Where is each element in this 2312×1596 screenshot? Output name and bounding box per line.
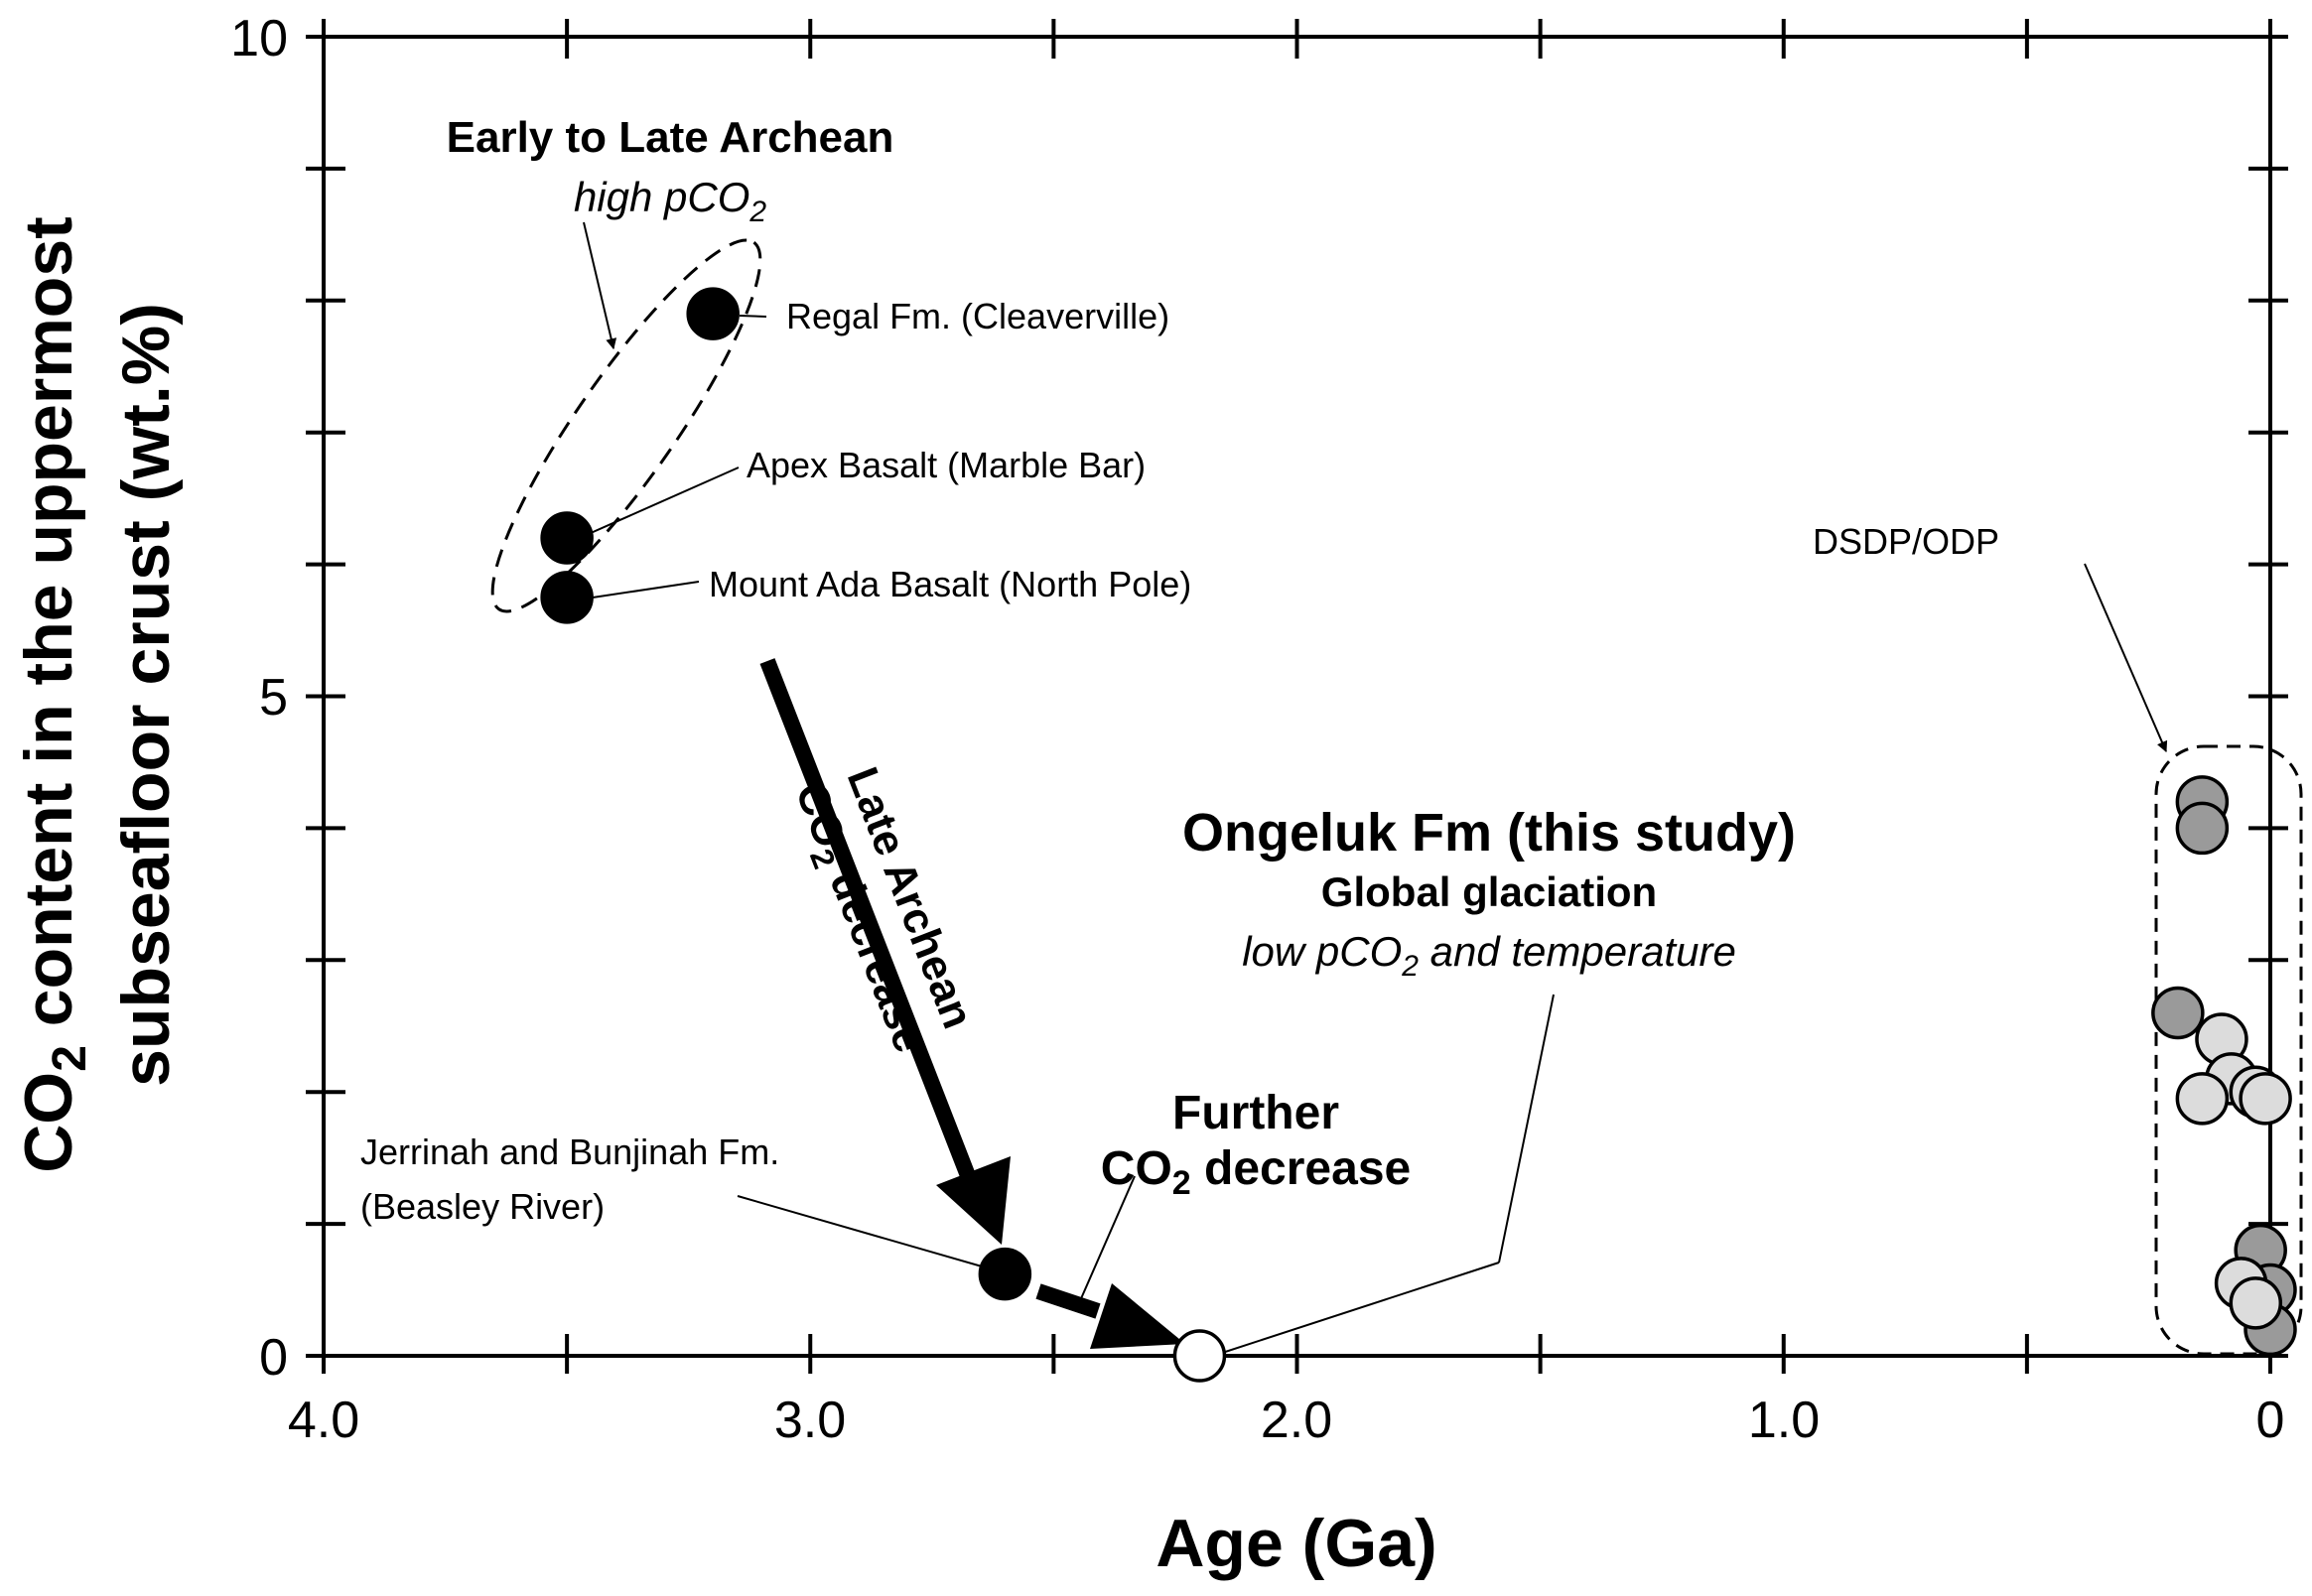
data-points (540, 287, 2297, 1383)
ongeluk-title: Ongeluk Fm (this study) (1182, 803, 1796, 863)
data-point (2229, 1276, 2283, 1330)
annotations: Early to Late Archean high pCO2 Regal Fm… (360, 113, 1999, 1227)
further-decrease-arrowhead (1090, 1283, 1185, 1349)
regal-label: Regal Fm. (Cleaverville) (786, 296, 1169, 336)
x-tick-label: 1.0 (1748, 1392, 1820, 1449)
jerrinah-label-line2: (Beasley River) (360, 1186, 605, 1227)
archean-subtitle: high pCO2 (574, 174, 766, 228)
x-tick-labels: 4.0 3.0 2.0 1.0 0 (288, 1392, 2285, 1449)
x-tick-label: 3.0 (774, 1392, 846, 1449)
data-point (978, 1247, 1032, 1301)
ongeluk-conditions: low pCO2 and temperature (1242, 928, 1736, 983)
jerrinah-label-line1: Jerrinah and Bunjinah Fm. (360, 1131, 779, 1172)
data-point (2175, 801, 2230, 856)
trend-arrows (759, 658, 1185, 1349)
y-tick-label: 0 (259, 1329, 288, 1387)
further-decrease-line1: Further (1172, 1087, 1339, 1139)
data-point (2175, 1072, 2230, 1126)
dsdp-odp-outline (2154, 744, 2303, 1356)
x-tick-label: 2.0 (1261, 1392, 1332, 1449)
ongeluk-glaciation: Global glaciation (1321, 868, 1657, 915)
dsdp-odp-label: DSDP/ODP (1813, 521, 1999, 562)
y-tick-label: 10 (230, 10, 288, 67)
svg-text:subseafloor crust (wt.%): subseafloor crust (wt.%) (108, 303, 184, 1087)
further-decrease-line2: CO2 decrease (1101, 1142, 1411, 1202)
x-axis-title: Age (Ga) (1156, 1506, 1436, 1581)
mount-ada-label: Mount Ada Basalt (North Pole) (709, 564, 1191, 604)
data-point (2151, 986, 2205, 1040)
data-point (1172, 1329, 1227, 1383)
data-point (2239, 1072, 2292, 1126)
apex-label: Apex Basalt (Marble Bar) (747, 445, 1146, 485)
svg-text:CO2 content in the uppermost: CO2 content in the uppermost (11, 216, 96, 1173)
late-archean-arrowhead (936, 1156, 1011, 1245)
x-tick-label: 0 (2256, 1392, 2285, 1449)
late-archean-label: Late Archean CO2 decrease (786, 761, 983, 1059)
data-point (686, 287, 740, 340)
archean-title: Early to Late Archean (447, 113, 894, 162)
y-tick-labels: 0 5 10 (230, 10, 288, 1387)
data-point (540, 571, 594, 624)
y-tick-label: 5 (259, 669, 288, 727)
x-tick-label: 4.0 (288, 1392, 359, 1449)
data-point (540, 511, 594, 565)
leader-lines (572, 221, 2168, 1357)
y-axis-title: CO2 content in the uppermost subseafloor… (11, 216, 184, 1173)
